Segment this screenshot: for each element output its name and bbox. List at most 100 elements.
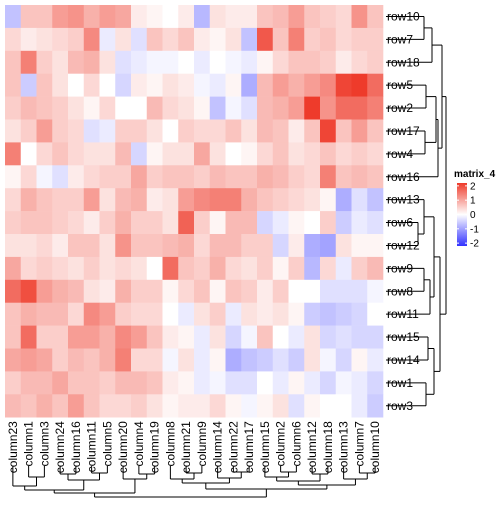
heatmap-cell xyxy=(20,302,37,326)
heatmap-cell xyxy=(68,325,85,349)
heatmap-cell xyxy=(288,5,305,29)
heatmap-cell xyxy=(241,211,258,235)
heatmap-cell xyxy=(178,27,195,52)
heatmap-cell xyxy=(146,27,163,52)
heatmap-cell xyxy=(257,96,274,120)
heatmap-cell xyxy=(20,27,37,52)
heatmap-cell xyxy=(257,50,274,74)
heatmap-cell xyxy=(131,211,148,235)
heatmap-cell xyxy=(178,50,195,74)
heatmap-cell xyxy=(146,73,163,97)
heatmap-cell xyxy=(68,165,85,189)
heatmap-cell xyxy=(115,142,132,166)
heatmap-cell xyxy=(99,211,116,235)
heatmap-cell xyxy=(162,73,179,97)
heatmap-cell xyxy=(162,119,179,143)
heatmap-cell xyxy=(304,302,321,326)
heatmap-cell xyxy=(99,50,116,74)
heatmap-cell xyxy=(209,27,226,52)
heatmap-cell xyxy=(225,325,242,349)
heatmap-cell xyxy=(115,50,132,74)
heatmap-cell xyxy=(83,96,100,120)
heatmap-cell xyxy=(209,348,226,372)
heatmap-cell xyxy=(367,211,384,235)
heatmap-cell xyxy=(5,348,22,372)
heatmap-cell xyxy=(335,279,352,303)
heatmap-cell xyxy=(304,142,321,166)
heatmap-cell xyxy=(83,27,100,52)
heatmap-cell xyxy=(288,188,305,212)
heatmap-cell xyxy=(131,302,148,326)
heatmap-cell xyxy=(335,188,352,212)
heatmap-cell xyxy=(209,325,226,349)
heatmap-cell xyxy=(272,348,289,372)
heatmap-cell xyxy=(335,27,352,52)
heatmap-cell xyxy=(304,371,321,395)
heatmap-cell xyxy=(5,211,22,235)
heatmap-cell xyxy=(194,394,211,418)
column-label: column3 xyxy=(37,421,51,467)
heatmap-cell xyxy=(335,302,352,326)
heatmap-cell xyxy=(257,27,274,52)
heatmap-cell xyxy=(5,325,22,349)
heatmap-cell xyxy=(209,371,226,395)
heatmap-cell xyxy=(241,27,258,52)
heatmap-cell xyxy=(194,256,211,281)
heatmap-cell xyxy=(288,142,305,166)
heatmap-cell xyxy=(131,348,148,372)
heatmap-cell xyxy=(20,234,37,258)
heatmap-cell xyxy=(194,279,211,303)
heatmap-cell xyxy=(178,142,195,166)
heatmap-cell xyxy=(209,119,226,143)
heatmap-cell xyxy=(115,96,132,120)
heatmap-cell xyxy=(288,96,305,120)
heatmap-cell xyxy=(320,73,337,97)
heatmap-cell xyxy=(52,325,69,349)
heatmap-cell xyxy=(52,142,69,166)
heatmap-cell xyxy=(115,302,132,326)
heatmap-cell xyxy=(194,96,211,120)
heatmap-cell xyxy=(241,5,258,29)
heatmap-cell xyxy=(162,279,179,303)
heatmap-cell xyxy=(36,394,53,418)
heatmap-cell xyxy=(367,5,384,29)
heatmap-cell xyxy=(115,165,132,189)
heatmap-cell xyxy=(68,27,85,52)
heatmap-cell xyxy=(5,165,22,189)
heatmap-cell xyxy=(225,119,242,143)
heatmap-cell xyxy=(131,279,148,303)
heatmap-cell xyxy=(5,188,22,212)
heatmap-cell xyxy=(5,371,22,395)
heatmap-cell xyxy=(131,188,148,212)
heatmap-cell xyxy=(5,256,22,281)
heatmap-cell xyxy=(257,211,274,235)
heatmap-cell xyxy=(52,211,69,235)
heatmap-cell xyxy=(162,188,179,212)
heatmap-cell xyxy=(320,50,337,74)
heatmap-cell xyxy=(194,50,211,74)
heatmap-cell xyxy=(367,73,384,97)
heatmap-cell xyxy=(241,348,258,372)
heatmap-cell xyxy=(194,302,211,326)
column-label: column6 xyxy=(289,421,303,467)
heatmap-cell xyxy=(68,96,85,120)
heatmap-cell xyxy=(99,119,116,143)
heatmap-cell xyxy=(146,394,163,418)
heatmap-cell xyxy=(68,142,85,166)
heatmap-cell xyxy=(162,348,179,372)
heatmap-cell xyxy=(36,5,53,29)
heatmap-cell xyxy=(241,142,258,166)
heatmap-cell xyxy=(367,27,384,52)
heatmap-cell xyxy=(178,325,195,349)
column-label: column21 xyxy=(179,421,193,473)
heatmap-cell xyxy=(351,234,368,258)
heatmap-cell xyxy=(241,119,258,143)
legend-title: matrix_4 xyxy=(454,169,496,180)
heatmap-cell xyxy=(131,50,148,74)
heatmap-cell xyxy=(225,73,242,97)
heatmap-cell xyxy=(351,27,368,52)
heatmap-cell xyxy=(241,188,258,212)
heatmap-cell xyxy=(194,325,211,349)
heatmap-cell xyxy=(162,234,179,258)
heatmap-cell xyxy=(257,188,274,212)
